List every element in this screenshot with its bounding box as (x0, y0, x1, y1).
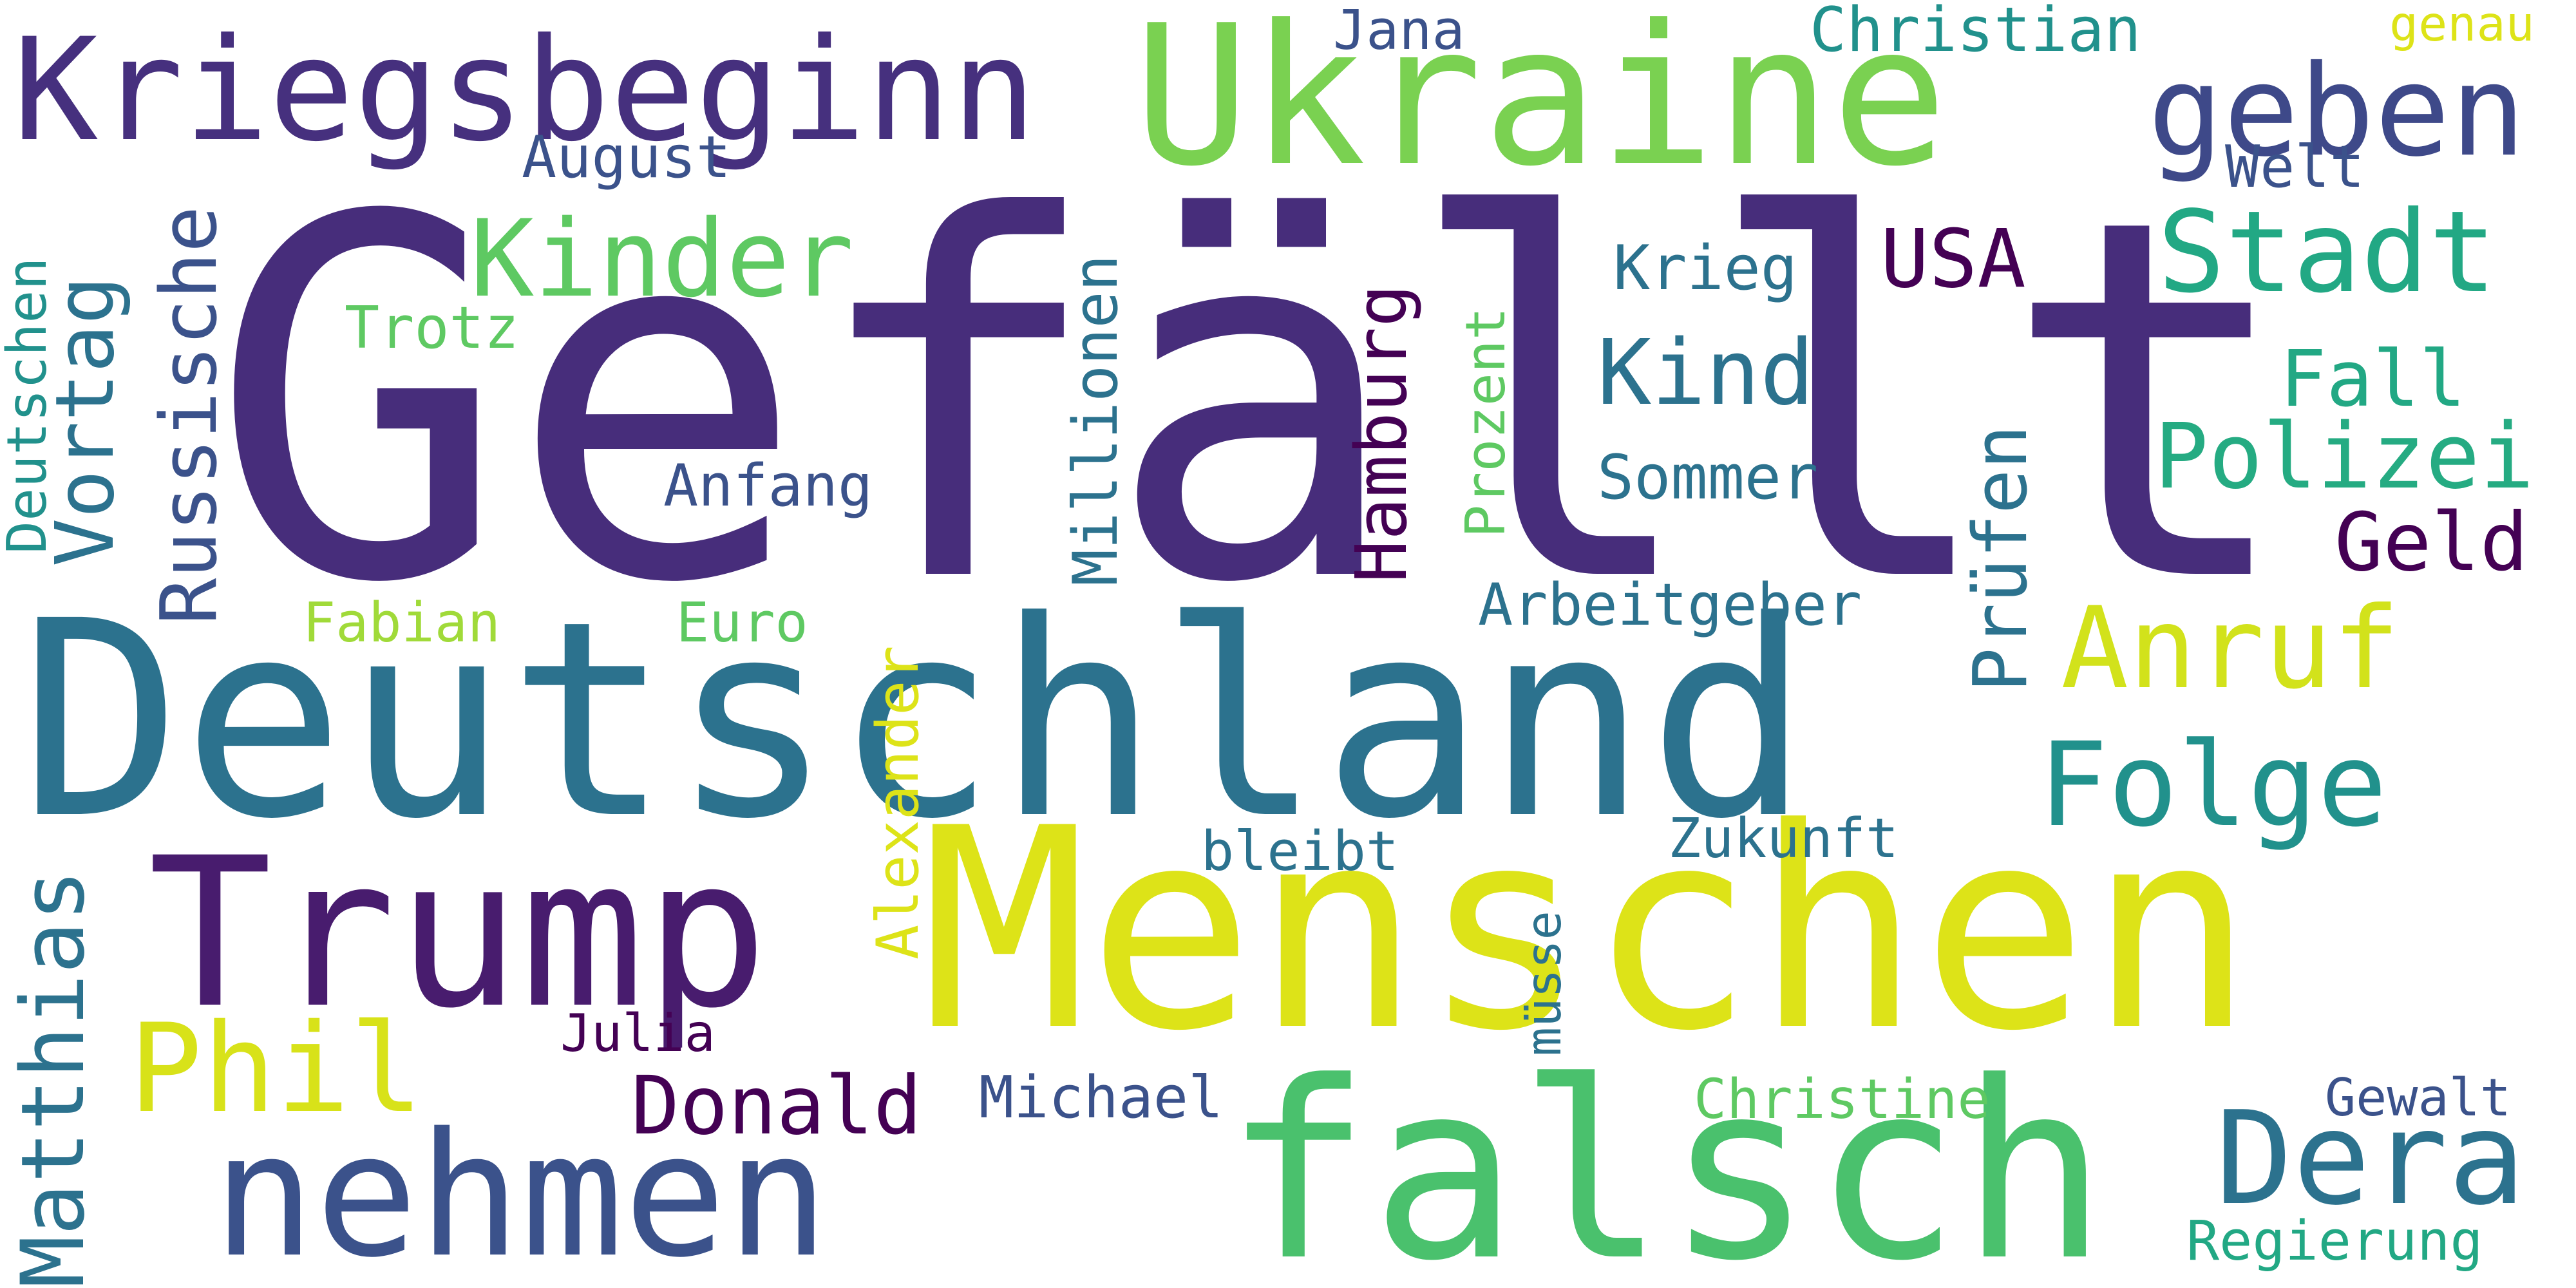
word-phil: Phil (129, 998, 424, 1140)
word-nehmen: nehmen (213, 1097, 829, 1288)
word-trump: Trump (148, 814, 769, 1054)
word-genau: genau (2389, 0, 2535, 52)
word-gewalt: Gewalt (2325, 1068, 2511, 1128)
word-stadt: Stadt (2157, 187, 2497, 318)
word-jana: Jana (1333, 0, 1465, 62)
word-polizei: Polizei (2154, 404, 2535, 509)
word-matthias: Matthias (3, 869, 104, 1288)
word-geben: geben (2148, 38, 2526, 184)
word-christine: Christine (1694, 1068, 1991, 1132)
word-kind: Kind (1597, 321, 1815, 426)
word-kriegsbeginn: Kriegsbeginn (13, 8, 1037, 173)
word-anruf: Anruf (2061, 583, 2400, 714)
word-bleibt: bleibt (1201, 820, 1399, 884)
word-regierung: Regierung (2186, 1209, 2483, 1273)
word-ukraine: Ukraine (1133, 0, 1948, 209)
word-fabian: Fabian (303, 591, 501, 655)
word-falsch: falsch (1224, 1029, 2108, 1288)
word-prozent: Prozent (1454, 307, 1518, 538)
word-russische: Russische (145, 205, 234, 625)
word-august: August (522, 124, 732, 191)
word-michael: Michael (979, 1064, 1224, 1132)
word-sommer: Sommer (1597, 442, 1819, 513)
word-deutschen: Deutschen (0, 257, 59, 554)
word-arbeitgeber: Arbeitgeber (1478, 571, 1862, 639)
word-alexander: Alexander (864, 645, 932, 960)
word-folge: Folge (2038, 718, 2387, 853)
word-zukunft: Zukunft (1668, 807, 1899, 871)
word-menschen: Menschen (921, 770, 2255, 1092)
word-pruefen: Prüfen (1958, 424, 2044, 692)
word-dera: Dera (2215, 1084, 2526, 1234)
word-usa: USA (1880, 213, 2026, 306)
word-christian: Christian (1810, 0, 2141, 66)
word-muesse: müsse (1515, 911, 1572, 1056)
word-kinder: Kinder (470, 197, 855, 321)
word-millionen: Millionen (1061, 254, 1132, 586)
word-hamburg: Hamburg (1340, 284, 1423, 583)
word-geld: Geld (2334, 496, 2529, 589)
word-trotz: Trotz (345, 294, 519, 362)
word-julia: Julia (560, 1003, 715, 1063)
word-welt: Welt (2225, 133, 2365, 201)
word-deutschland: Deutschland (19, 564, 1811, 878)
word-anfang: Anfang (663, 452, 873, 520)
word-donald: Donald (631, 1059, 922, 1153)
word-gefaellt: Gefällt (209, 113, 2300, 691)
word-krieg: Krieg (1613, 233, 1797, 304)
word-fall: Fall (2280, 335, 2466, 424)
word-euro: Euro (676, 591, 808, 655)
